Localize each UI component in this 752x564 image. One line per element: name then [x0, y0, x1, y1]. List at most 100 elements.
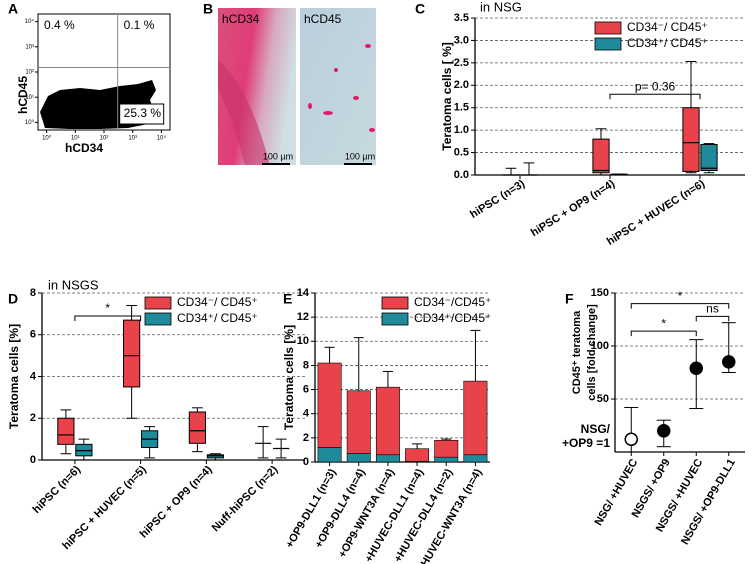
- tissue-band: [218, 60, 270, 165]
- y-tick-label: 3.0: [454, 34, 469, 46]
- bar-segment: [375, 454, 400, 463]
- dot: [689, 361, 703, 376]
- y-tick-label: 1.0: [454, 124, 469, 136]
- legend-swatch: [594, 37, 622, 51]
- subtitle: in NSGS: [48, 277, 99, 292]
- panel-letter: F: [565, 291, 574, 307]
- legend-swatch: [144, 312, 172, 326]
- y-tick-label: 0: [30, 454, 36, 466]
- legend-label: CD34⁻/ CD45⁺: [627, 20, 708, 34]
- bar-segment: [375, 386, 400, 456]
- subtitle: in NSG: [480, 0, 522, 14]
- significance-label: ns: [706, 301, 719, 315]
- y-axis-label: CD45⁺ teratoma: [571, 310, 583, 394]
- y-tick-label: 150: [591, 287, 609, 299]
- y-tick-label: 14: [297, 287, 310, 299]
- y-tick-label: 8: [303, 359, 309, 371]
- significance-label: *: [105, 301, 110, 315]
- significance-bracket: [630, 303, 730, 309]
- y-tick-label: 12: [297, 311, 309, 323]
- significance-label: *: [678, 289, 683, 303]
- baseline-label: +OP9 =1: [562, 436, 610, 450]
- y-tick-label: 6: [30, 329, 36, 341]
- legend-label: CD34⁻/ CD45⁺: [177, 295, 258, 309]
- y-axis-label: cells [fold change]: [586, 304, 598, 401]
- y-tick-label: 2.5: [454, 57, 469, 69]
- bar-segment: [434, 439, 459, 458]
- x-tick-label: +OP9-DLL1 (n=3): [284, 467, 339, 551]
- quadrant-label: 0.4 %: [44, 18, 75, 32]
- y-axis-label: Teratoma cells [ %]: [440, 42, 454, 150]
- y-tick-label: 50: [597, 393, 609, 405]
- image-label: hCD45: [304, 12, 342, 26]
- significance-bracket: [695, 315, 730, 322]
- legend-label: CD34⁺/ CD45⁺: [177, 311, 258, 325]
- x-tick-label: 10²: [100, 136, 109, 142]
- y-tick-label: 4: [303, 408, 310, 420]
- stained-cells: [308, 44, 375, 132]
- legend-swatch: [594, 21, 622, 35]
- y-tick-label: 0: [303, 456, 309, 468]
- bar-segment: [434, 456, 459, 463]
- legend-swatch: [381, 312, 409, 326]
- scale-bar-label: 100 µm: [345, 151, 375, 161]
- box: [700, 143, 718, 172]
- x-tick-label: Nuff-hiPSC (n=2): [210, 463, 281, 534]
- legend-label: CD34⁺/ CD45⁺: [627, 36, 708, 50]
- y-tick-label: 2.0: [454, 79, 469, 91]
- panel-letter: B: [203, 1, 213, 17]
- panel-letter: C: [415, 1, 425, 17]
- y-tick-label: 10⁰: [25, 119, 35, 126]
- histology-image-cd45: [300, 8, 376, 165]
- dot: [624, 432, 638, 447]
- quadrant-label: 25.3 %: [124, 106, 162, 120]
- legend-swatch: [381, 296, 409, 310]
- bar-segment: [317, 362, 342, 448]
- y-axis-label: Teratoma cells [%]: [282, 325, 296, 430]
- y-axis-label: Teratoma cells [%]: [7, 324, 21, 429]
- panel-letter: E: [283, 291, 292, 307]
- y-tick-label: 10⁴: [25, 18, 35, 25]
- y-tick-label: 100: [591, 340, 609, 352]
- x-axis-label: hCD34: [65, 141, 103, 155]
- box: [188, 411, 206, 444]
- significance-bracket: [74, 315, 142, 321]
- bar-segment: [346, 390, 371, 454]
- y-tick-label: 10: [297, 335, 309, 347]
- y-tick-label: 1.5: [454, 102, 469, 114]
- y-tick-label: 0.0: [454, 169, 469, 181]
- significance-bracket: [630, 330, 697, 337]
- y-tick-label: 10¹: [25, 95, 34, 101]
- dot: [722, 355, 736, 369]
- x-tick-label: hiPSC + HUVEC (n=6): [605, 178, 708, 248]
- significance-bracket: [609, 93, 701, 100]
- x-tick-label: hiPSC + OP9 (n=4): [529, 178, 618, 240]
- legend-label: CD34⁻/CD45⁺: [414, 295, 491, 309]
- y-axis-label: hCD45: [16, 76, 30, 114]
- y-tick-label: 10²: [25, 70, 34, 76]
- box: [682, 107, 700, 172]
- bar-segment: [463, 454, 488, 463]
- panel-letter: D: [8, 291, 18, 307]
- bar-segment: [317, 447, 342, 463]
- significance-label: p= 0.36: [635, 79, 676, 93]
- bar-segment: [463, 380, 488, 456]
- x-tick-label: 10³: [128, 136, 137, 142]
- scale-bar-label: 100 µm: [263, 151, 293, 161]
- y-tick-label: 10³: [25, 44, 34, 50]
- panel-letter: A: [8, 1, 18, 17]
- quadrant-label: 0.1 %: [124, 18, 155, 32]
- x-tick-label: NSG/ +HUVEC: [593, 457, 641, 528]
- bar-segment: [405, 448, 430, 462]
- significance-label: *: [661, 316, 666, 330]
- box: [592, 138, 610, 174]
- y-tick-label: 6: [303, 383, 309, 395]
- x-tick-label: hiPSC + OP9 (n=4): [138, 463, 215, 540]
- box: [123, 319, 141, 388]
- x-tick-label: 10⁴: [157, 135, 167, 142]
- image-label: hCD34: [222, 12, 260, 26]
- y-tick-label: 8: [30, 287, 36, 299]
- bar-segment: [346, 453, 371, 463]
- quadrant-label-box: [119, 103, 165, 125]
